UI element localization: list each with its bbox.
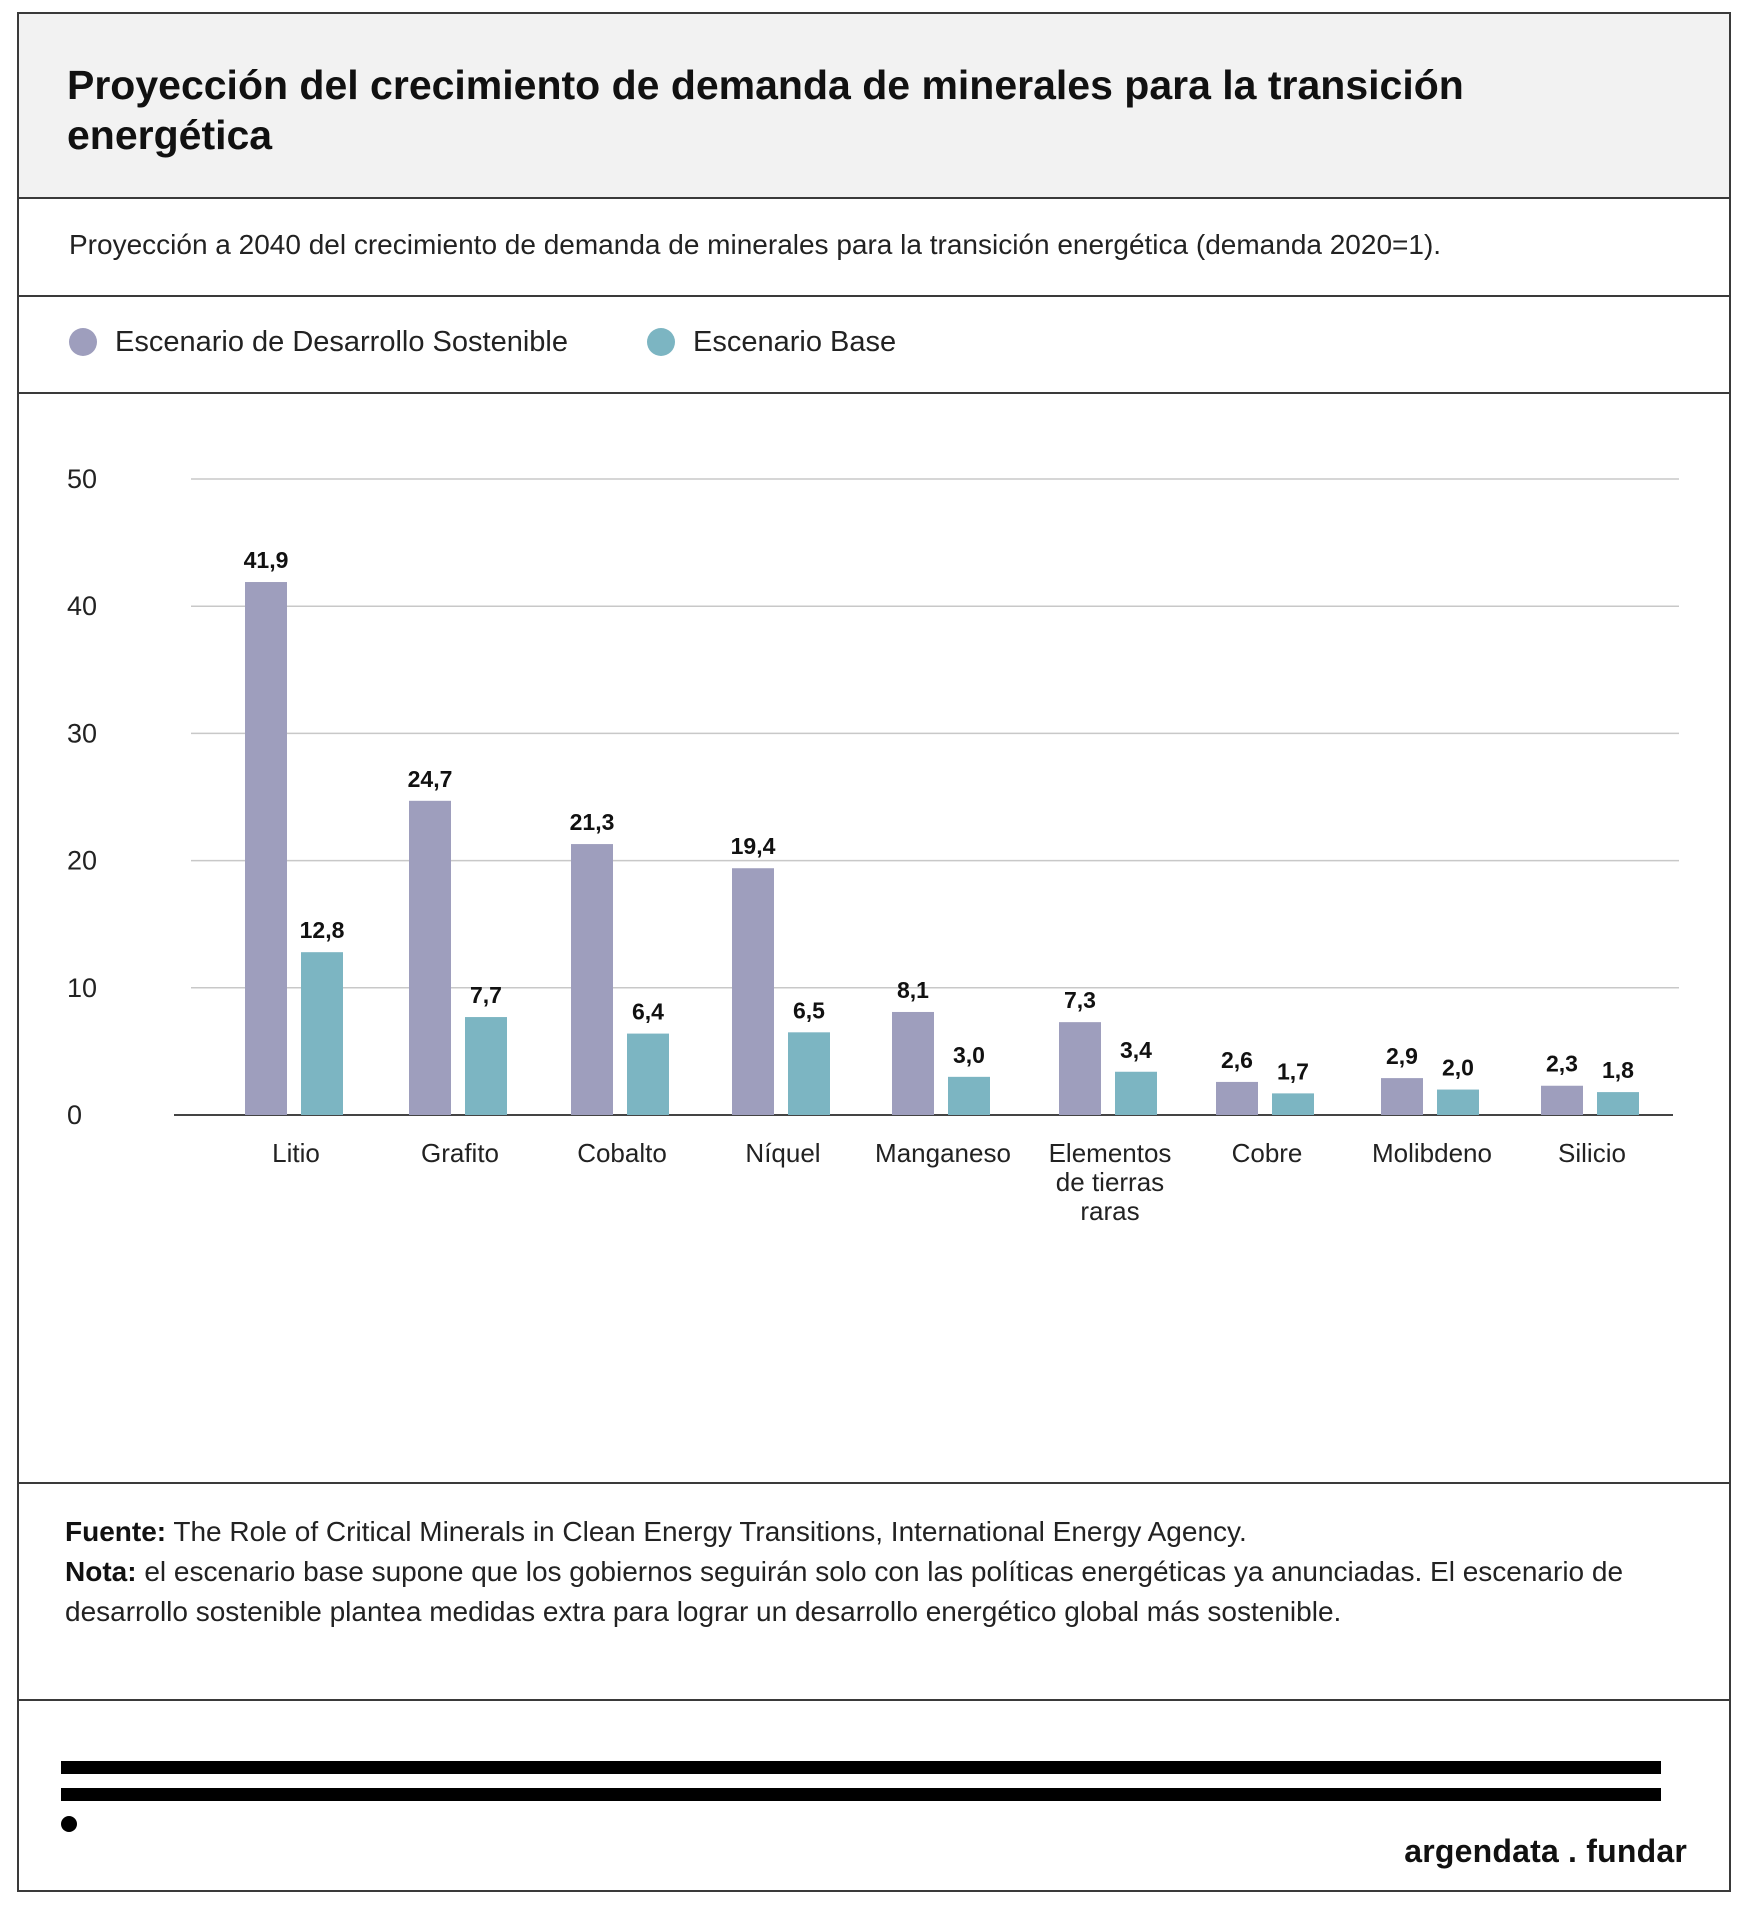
- y-tick-label: 30: [67, 718, 97, 748]
- x-category-label: Cobalto: [577, 1138, 667, 1168]
- data-label: 41,9: [244, 547, 289, 573]
- bar-base: [301, 952, 343, 1115]
- bar-sostenible: [892, 1011, 934, 1115]
- x-category-label: Cobre: [1232, 1138, 1303, 1168]
- chart-area: 0 10 20 30 40 50 41,9 12,8 Litio 24,7 7,7 Grafito 21…: [19, 394, 1729, 1484]
- x-category-label: Silicio: [1558, 1138, 1626, 1168]
- notes-section: Fuente: The Role of Critical Minerals in…: [19, 1484, 1729, 1701]
- source-text: The Role of Critical Minerals in Clean E…: [166, 1516, 1247, 1547]
- chart-card: Proyección del crecimiento de demanda de…: [17, 12, 1731, 1892]
- data-label: 7,3: [1064, 987, 1096, 1013]
- legend-item-base: Escenario Base: [647, 325, 896, 359]
- note-label: Nota:: [65, 1556, 137, 1587]
- data-label: 2,9: [1386, 1043, 1418, 1069]
- data-label: 2,6: [1221, 1047, 1253, 1073]
- data-label: 1,7: [1277, 1058, 1309, 1084]
- data-label: 19,4: [731, 833, 776, 859]
- data-label: 7,7: [470, 982, 502, 1008]
- x-category-label: Litio: [272, 1138, 320, 1168]
- data-label: 6,5: [793, 997, 825, 1023]
- bar-base: [1115, 1071, 1157, 1115]
- legend-swatch-base: [647, 328, 675, 356]
- bar-base: [627, 1033, 669, 1115]
- legend: Escenario de Desarrollo Sostenible Escen…: [19, 297, 1729, 394]
- bar-sostenible: [571, 844, 613, 1115]
- footer-rule-bottom: [61, 1788, 1661, 1801]
- data-label: 1,8: [1602, 1057, 1634, 1083]
- footer-rule-top: [61, 1761, 1661, 1774]
- chart-subtitle: Proyección a 2040 del crecimiento de dem…: [69, 229, 1442, 260]
- footer-dot: [61, 1816, 77, 1832]
- legend-label-sostenible: Escenario de Desarrollo Sostenible: [115, 325, 568, 358]
- bar-chart: 0 10 20 30 40 50 41,9 12,8 Litio 24,7 7,7 Grafito 21…: [67, 464, 1679, 1226]
- bar-sostenible: [1541, 1085, 1583, 1115]
- bar-base: [788, 1032, 830, 1115]
- subtitle-band: Proyección a 2040 del crecimiento de dem…: [19, 199, 1729, 297]
- bar-base: [1272, 1093, 1314, 1115]
- data-label: 12,8: [300, 917, 345, 943]
- x-category-label: Molibdeno: [1372, 1138, 1492, 1168]
- legend-label-base: Escenario Base: [693, 325, 897, 358]
- x-category-label: Elementos de tierras raras: [1049, 1138, 1172, 1226]
- data-label: 2,0: [1442, 1055, 1474, 1081]
- notes-text: Fuente: The Role of Critical Minerals in…: [65, 1512, 1685, 1632]
- note-text: el escenario base supone que los gobiern…: [65, 1556, 1624, 1627]
- title-band: Proyección del crecimiento de demanda de…: [19, 14, 1729, 199]
- y-tick-label: 0: [67, 1100, 82, 1130]
- y-tick-label: 10: [67, 973, 97, 1003]
- bar-sostenible: [1381, 1078, 1423, 1115]
- legend-swatch-sostenible: [69, 328, 97, 356]
- data-label: 2,3: [1546, 1051, 1578, 1077]
- bar-base: [1597, 1092, 1639, 1115]
- bar-sostenible: [732, 868, 774, 1115]
- y-tick-label: 40: [67, 591, 97, 621]
- bar-base: [948, 1076, 990, 1115]
- data-label: 3,4: [1120, 1037, 1152, 1063]
- data-label: 24,7: [408, 766, 453, 792]
- x-category-label: Grafito: [421, 1138, 499, 1168]
- x-category-label: Manganeso: [875, 1138, 1011, 1168]
- bar-sostenible: [245, 582, 287, 1115]
- bar-sostenible: [409, 800, 451, 1115]
- bar-base: [1437, 1089, 1479, 1115]
- chart-title: Proyección del crecimiento de demanda de…: [67, 62, 1464, 158]
- data-label: 8,1: [897, 977, 929, 1003]
- bar-sostenible: [1059, 1022, 1101, 1115]
- legend-item-sostenible: Escenario de Desarrollo Sostenible: [69, 325, 568, 359]
- y-tick-label: 20: [67, 846, 97, 876]
- bar-sostenible: [1216, 1081, 1258, 1115]
- data-label: 3,0: [953, 1042, 985, 1068]
- data-label: 6,4: [632, 999, 664, 1025]
- brand-logo-text: argendata . fundar: [1404, 1833, 1687, 1869]
- footer: argendata . fundar: [19, 1701, 1729, 1890]
- data-label: 21,3: [570, 809, 615, 835]
- bar-base: [465, 1017, 507, 1115]
- x-category-label: Níquel: [745, 1138, 820, 1168]
- y-tick-label: 50: [67, 464, 97, 494]
- source-label: Fuente:: [65, 1516, 167, 1547]
